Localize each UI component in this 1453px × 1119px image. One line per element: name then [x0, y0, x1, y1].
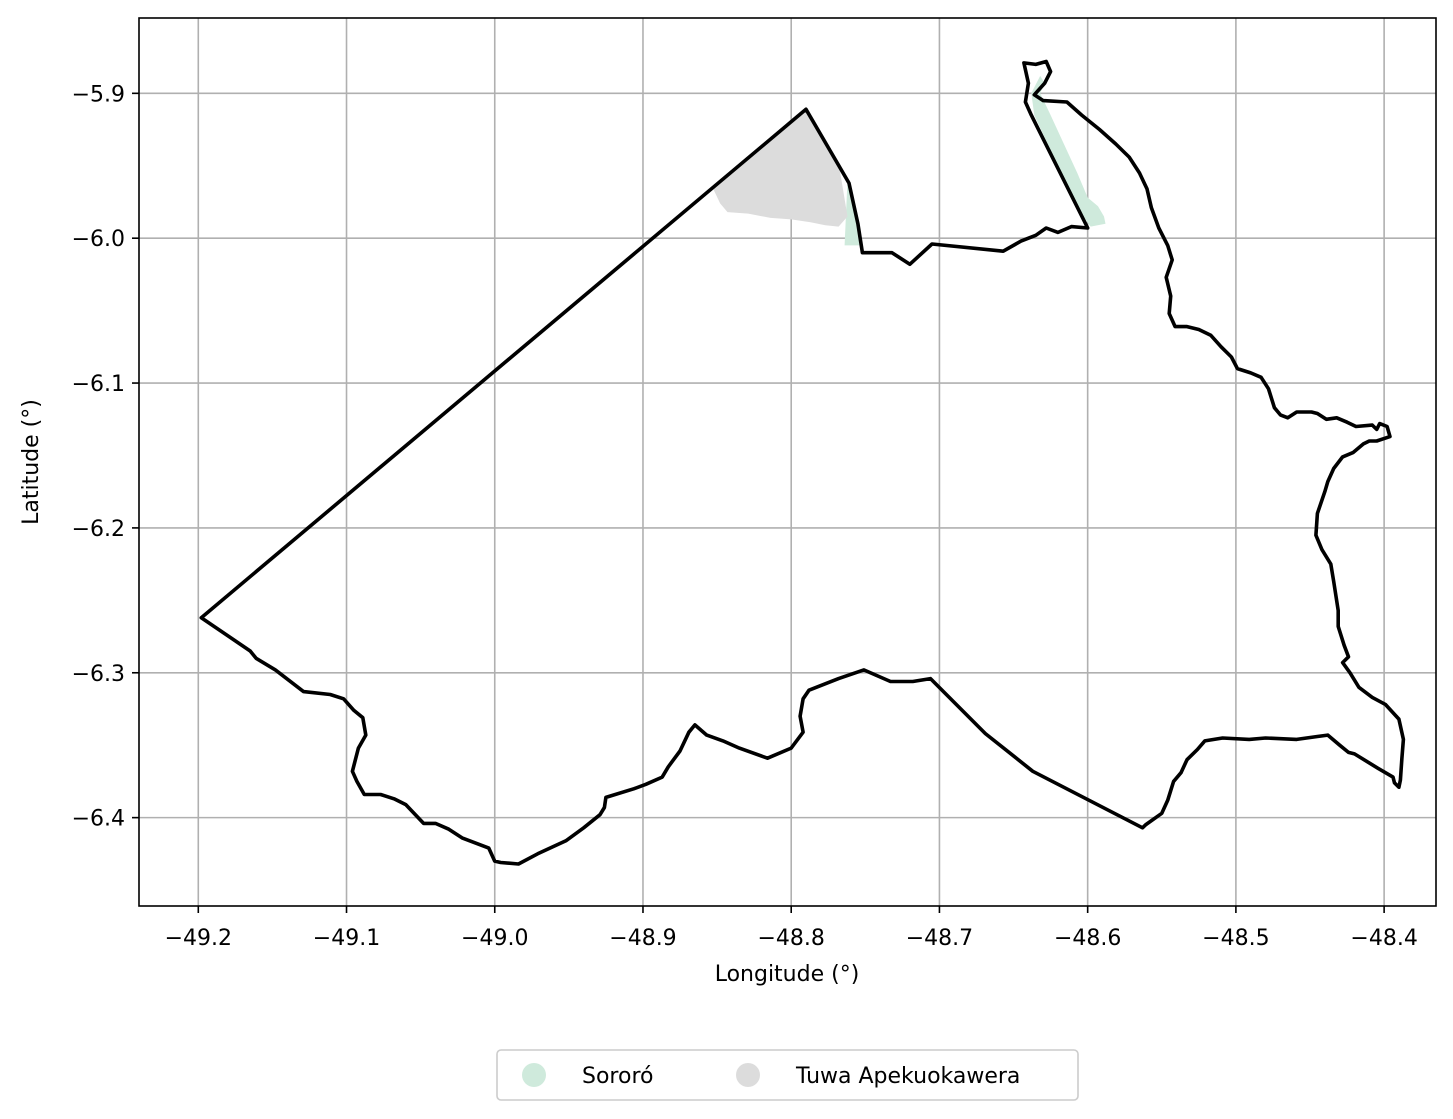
legend-label-tuwa-apekuokawera: Tuwa Apekuokawera — [795, 1064, 1020, 1089]
x-tick-label: −49.0 — [461, 926, 528, 951]
legend-frame — [496, 1049, 1079, 1101]
x-tick-label: −48.6 — [1054, 926, 1121, 951]
legend-label-sororo: Sororó — [582, 1064, 653, 1089]
grid-lines — [139, 18, 1436, 906]
x-tick-label: −48.7 — [906, 926, 973, 951]
region-sororo — [1031, 75, 1106, 227]
x-axis-label: Longitude (°) — [715, 962, 860, 987]
plot-frame — [138, 17, 1437, 907]
legend-marker-sororo — [522, 1063, 546, 1087]
region-tuwa-apekuokawera — [712, 109, 848, 227]
y-tick-label: −6.1 — [72, 372, 125, 397]
y-tick-label: −6.0 — [72, 227, 125, 252]
legend: Sororó Tuwa Apekuokawera — [496, 1049, 1079, 1101]
region-polygons — [712, 75, 1106, 246]
axis-ticks: −49.2 −49.1 −49.0 −48.9 −48.8 −48.7 −48.6 −48.5… — [72, 82, 1418, 951]
x-tick-label: −48.5 — [1202, 926, 1269, 951]
x-tick-label: −48.9 — [609, 926, 676, 951]
y-tick-label: −6.2 — [72, 517, 125, 542]
y-axis-label: Latitude (°) — [19, 399, 44, 525]
municipality-boundary — [199, 59, 1406, 866]
x-tick-label: −48.8 — [757, 926, 824, 951]
region-sororo — [843, 173, 860, 246]
y-tick-label: −6.3 — [72, 662, 125, 687]
y-tick-label: −5.9 — [72, 82, 125, 107]
boundary-outline — [199, 59, 1406, 866]
x-tick-label: −49.1 — [313, 926, 380, 951]
legend-marker-tuwa-apekuokawera — [736, 1063, 760, 1087]
x-tick-label: −48.4 — [1350, 926, 1417, 951]
y-tick-label: −6.4 — [72, 807, 125, 832]
x-tick-label: −49.2 — [165, 926, 232, 951]
